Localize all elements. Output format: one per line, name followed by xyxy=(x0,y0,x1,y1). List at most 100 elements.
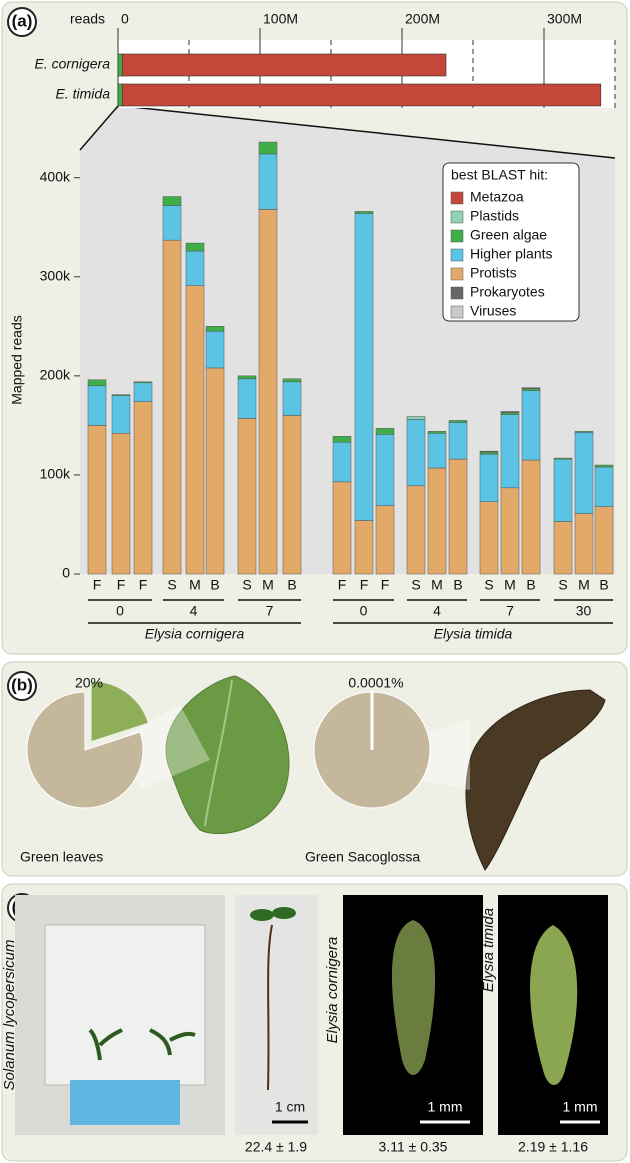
y-axis-label: Mapped reads xyxy=(9,315,25,405)
scale-label: 1 cm xyxy=(275,1099,305,1115)
bar-segment xyxy=(553,458,573,522)
bar-segment xyxy=(553,521,573,575)
bar-segment xyxy=(87,425,107,575)
measure: 22.4 ± 1.9 xyxy=(245,1139,307,1155)
bar-segment xyxy=(133,381,153,384)
bar-segment xyxy=(521,390,541,461)
bar-segment xyxy=(594,506,614,575)
y-tick-label: 0 xyxy=(62,565,70,581)
x-tick-label: B xyxy=(210,577,219,593)
bar-segment xyxy=(500,487,520,575)
seedling-leaf xyxy=(272,907,296,919)
legend-swatch xyxy=(450,210,464,224)
bar-segment xyxy=(406,416,426,420)
bar-segment xyxy=(117,83,123,107)
category-label: E. timida xyxy=(56,86,111,102)
bar-segment xyxy=(282,415,302,575)
panel-badge xyxy=(7,671,37,701)
bar-segment xyxy=(594,464,614,468)
bar-segment xyxy=(332,436,352,443)
scale-label: 1 mm xyxy=(428,1099,463,1115)
category-label: E. cornigera xyxy=(35,56,111,72)
bar-segment xyxy=(282,381,302,416)
bar-segment xyxy=(479,451,499,455)
group-label: 30 xyxy=(576,603,592,619)
bar-segment xyxy=(162,239,182,575)
bar-segment xyxy=(427,433,447,469)
x-tick-label: F xyxy=(117,577,126,593)
x-tick-label: F xyxy=(93,577,102,593)
bar-segment xyxy=(354,211,374,214)
x-tick-label: 100M xyxy=(263,11,298,27)
x-tick-label: B xyxy=(287,577,296,593)
y-tick-label: 300k xyxy=(40,267,71,283)
bar-segment xyxy=(237,378,257,419)
legend-swatch xyxy=(450,286,464,300)
zoom-line xyxy=(79,105,119,151)
legend-swatch xyxy=(450,191,464,205)
bar-segment xyxy=(332,441,352,483)
bar-segment xyxy=(282,378,302,383)
legend-swatch xyxy=(450,305,464,319)
bar-segment xyxy=(121,83,602,107)
bar-segment xyxy=(237,375,257,380)
x-tick-label: S xyxy=(558,577,567,593)
bar-segment xyxy=(162,205,182,241)
group-label: 4 xyxy=(190,603,198,619)
bar-segment xyxy=(448,458,468,575)
bar-segment xyxy=(205,331,225,369)
bar-segment xyxy=(185,285,205,575)
species-label: Elysia timida xyxy=(434,626,513,642)
x-tick-label: B xyxy=(526,577,535,593)
species-label: Solanum lycopersicum xyxy=(1,940,18,1091)
scale-label: 1 mm xyxy=(563,1099,598,1115)
x-tick-label: 200M xyxy=(405,11,440,27)
legend-label: Protists xyxy=(470,265,517,281)
legend-swatch xyxy=(450,267,464,281)
zoom-cone xyxy=(420,720,470,790)
bar-segment xyxy=(354,520,374,575)
bar-segment xyxy=(162,196,182,206)
bar-segment xyxy=(574,432,594,514)
leaf-vein xyxy=(204,679,233,827)
bar-segment xyxy=(375,505,395,575)
zoom-line xyxy=(121,105,616,159)
species-label: Elysia timida xyxy=(480,908,497,992)
bar-segment xyxy=(574,431,594,433)
axis-label: reads xyxy=(70,11,105,27)
plant-tag xyxy=(70,1080,180,1125)
bar-segment xyxy=(500,411,520,413)
bar-segment xyxy=(332,481,352,575)
pie-slice xyxy=(91,681,148,741)
bar-segment xyxy=(521,459,541,575)
x-tick-label: S xyxy=(484,577,493,593)
x-tick-label: M xyxy=(189,577,201,593)
bar-segment xyxy=(553,457,573,460)
measure: 3.11 ± 0.35 xyxy=(379,1139,448,1155)
legend-label: Prokaryotes xyxy=(470,284,545,300)
species-label: Elysia cornigera xyxy=(324,937,341,1044)
bar-segment xyxy=(237,418,257,575)
bar-segment xyxy=(521,388,541,391)
x-tick-label: M xyxy=(262,577,274,593)
x-tick-label: 300M xyxy=(547,11,582,27)
bar-segment xyxy=(121,53,447,77)
legend-swatch xyxy=(450,229,464,243)
bar-segment xyxy=(500,412,520,415)
bar-segment xyxy=(133,401,153,575)
seedling-stem xyxy=(267,924,273,1091)
timida-slug xyxy=(530,925,578,1085)
group-label: 7 xyxy=(266,603,274,619)
bar-segment xyxy=(258,209,278,575)
pie-value-label: 0.0001% xyxy=(348,675,403,691)
x-tick-label: S xyxy=(167,577,176,593)
bar-segment xyxy=(133,382,153,402)
legend-label: Plastids xyxy=(470,208,519,224)
bar-segment xyxy=(258,153,278,210)
legend-label: Viruses xyxy=(470,303,516,319)
bar-segment xyxy=(111,394,131,396)
bar-segment xyxy=(574,513,594,575)
bar-segment xyxy=(375,434,395,506)
